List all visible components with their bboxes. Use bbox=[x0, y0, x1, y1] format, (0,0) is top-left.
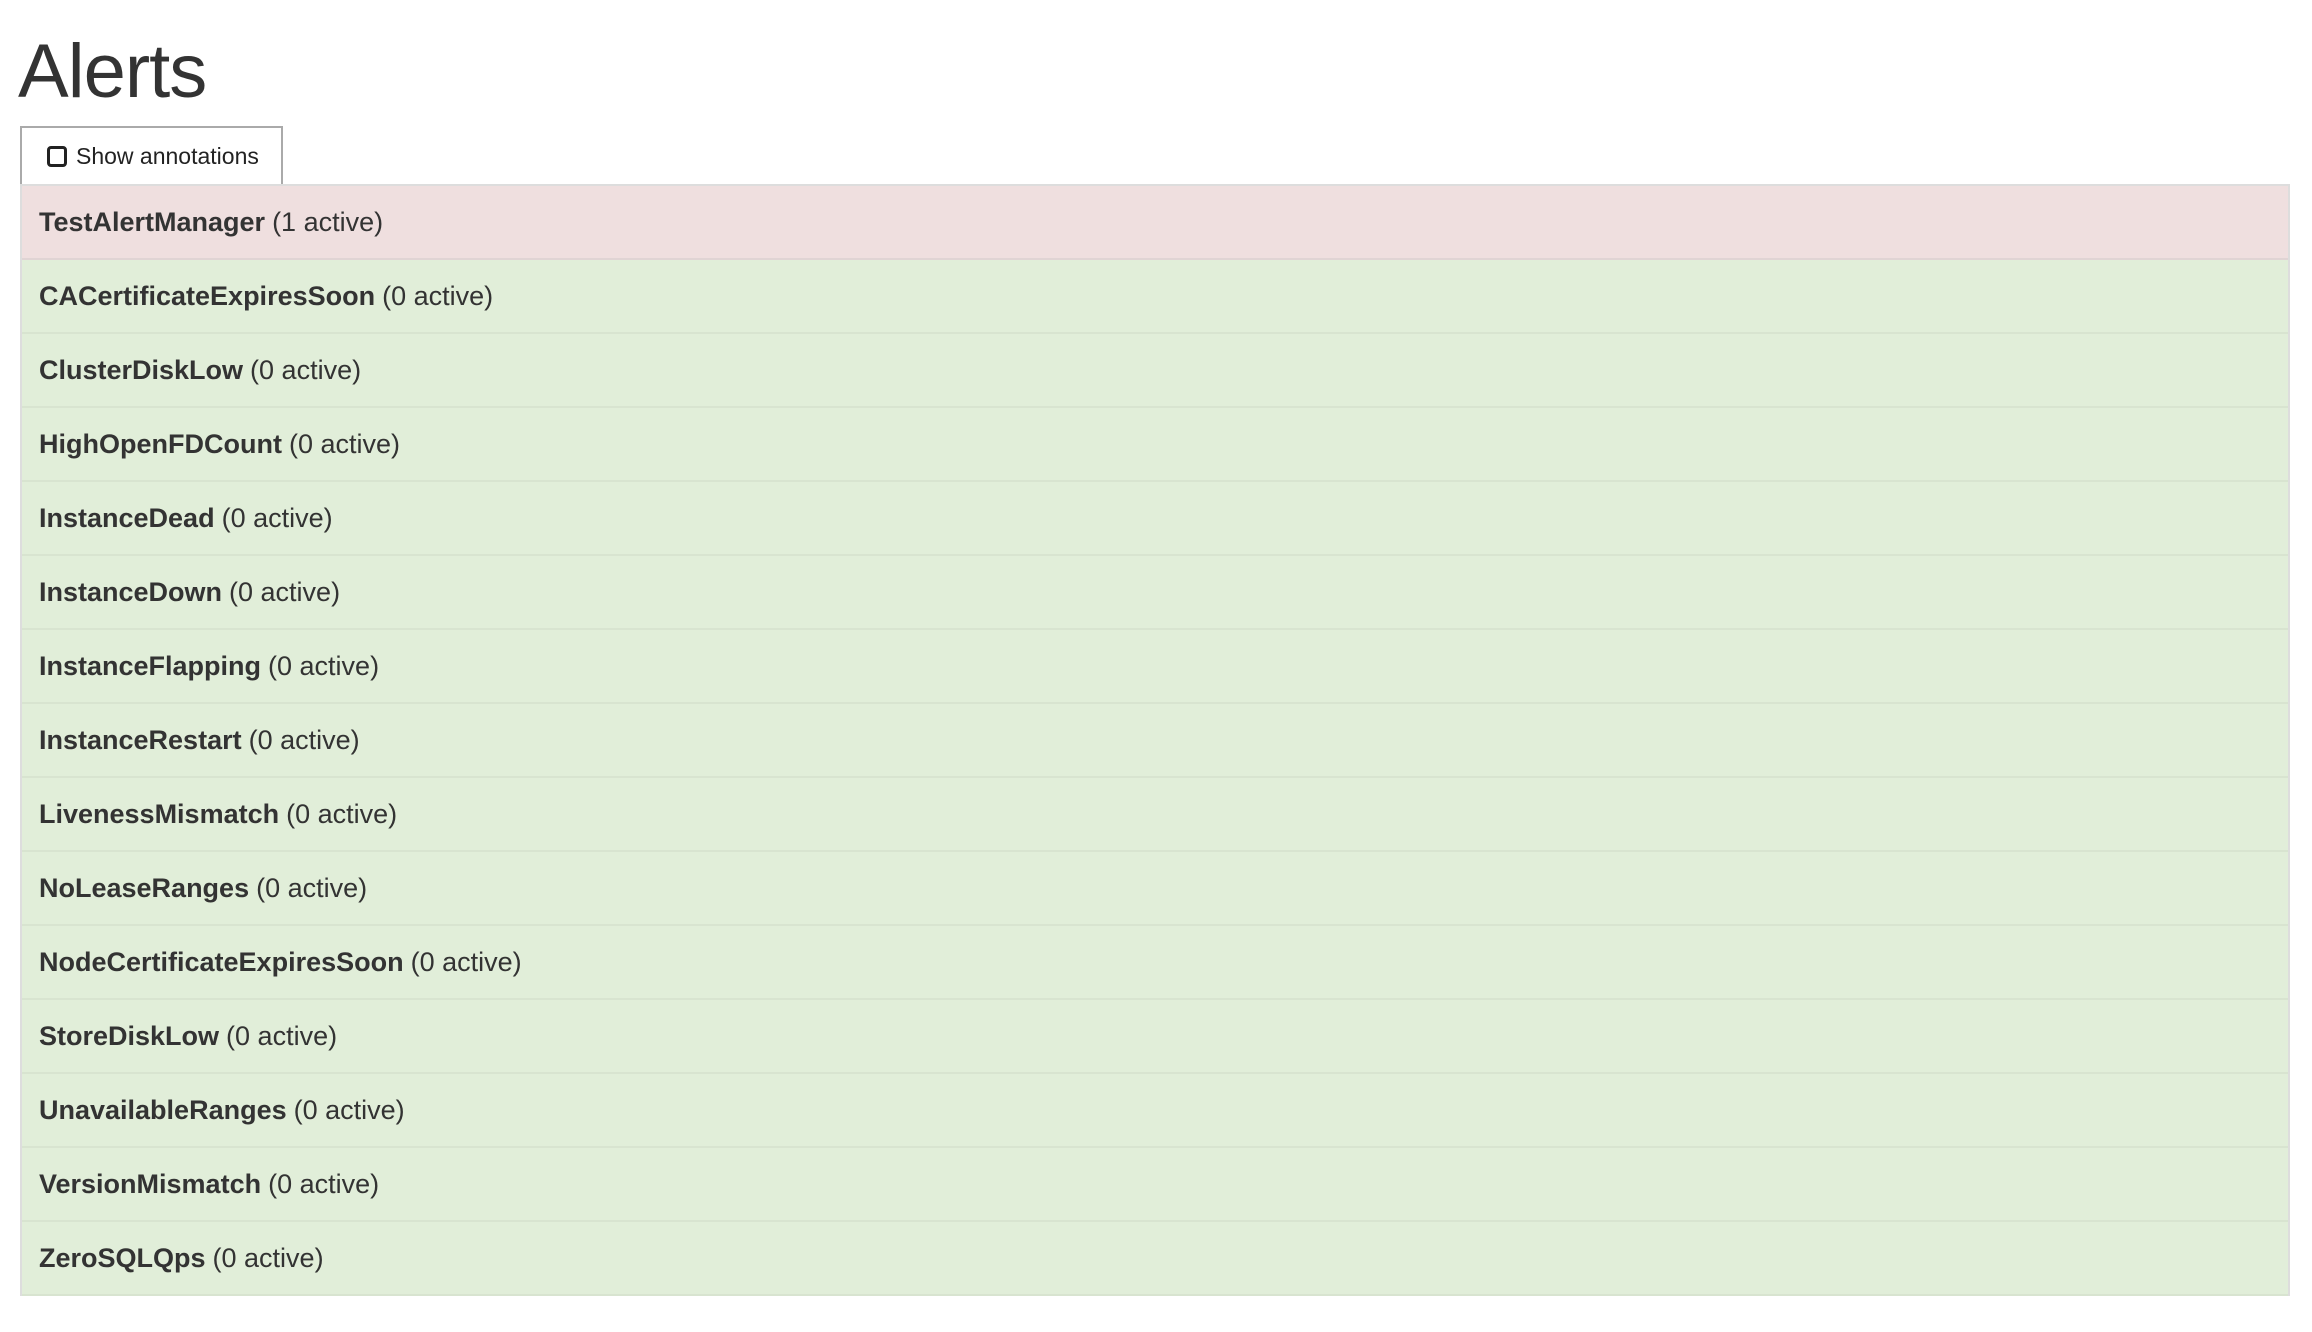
alert-name: InstanceDown bbox=[39, 576, 223, 607]
alert-active-count: (0 active) bbox=[268, 1168, 380, 1199]
alert-active-count: (0 active) bbox=[382, 280, 494, 311]
checkbox-icon[interactable] bbox=[47, 145, 67, 167]
alert-name: NoLeaseRanges bbox=[39, 872, 250, 903]
alert-name: VersionMismatch bbox=[39, 1168, 262, 1199]
alert-name: CACertificateExpiresSoon bbox=[39, 280, 376, 311]
alert-active-count: (0 active) bbox=[250, 354, 362, 385]
alert-row[interactable]: TestAlertManager (1 active) bbox=[22, 186, 2288, 260]
alert-active-count: (0 active) bbox=[226, 1020, 338, 1051]
alert-name: HighOpenFDCount bbox=[39, 428, 282, 459]
alert-row[interactable]: HighOpenFDCount (0 active) bbox=[22, 408, 2288, 482]
alert-active-count: (0 active) bbox=[221, 502, 333, 533]
alert-row[interactable]: VersionMismatch (0 active) bbox=[22, 1148, 2288, 1222]
alert-active-count: (0 active) bbox=[229, 576, 341, 607]
alert-name: LivenessMismatch bbox=[39, 798, 280, 829]
alert-active-count: (0 active) bbox=[288, 428, 400, 459]
alert-row[interactable]: InstanceFlapping (0 active) bbox=[22, 630, 2288, 704]
alert-active-count: (0 active) bbox=[293, 1094, 405, 1125]
alert-active-count: (0 active) bbox=[268, 650, 380, 681]
alert-name: UnavailableRanges bbox=[39, 1094, 287, 1125]
show-annotations-button[interactable]: Show annotations bbox=[20, 126, 283, 186]
alert-name: NodeCertificateExpiresSoon bbox=[39, 946, 404, 977]
alert-row[interactable]: InstanceRestart (0 active) bbox=[22, 704, 2288, 778]
alert-list: TestAlertManager (1 active) CACertificateE… bbox=[20, 184, 2290, 1296]
alert-name: TestAlertManager bbox=[39, 206, 266, 237]
alert-name: InstanceFlapping bbox=[39, 650, 262, 681]
alert-row[interactable]: InstanceDown (0 active) bbox=[22, 556, 2288, 630]
alert-active-count: (1 active) bbox=[272, 206, 384, 237]
alert-name: InstanceRestart bbox=[39, 724, 242, 755]
alert-row[interactable]: LivenessMismatch (0 active) bbox=[22, 778, 2288, 852]
page-title: Alerts bbox=[18, 29, 207, 114]
alert-active-count: (0 active) bbox=[410, 946, 522, 977]
alert-row[interactable]: UnavailableRanges (0 active) bbox=[22, 1074, 2288, 1148]
alert-row[interactable]: ZeroSQLQps (0 active) bbox=[22, 1222, 2288, 1296]
alert-name: ClusterDiskLow bbox=[39, 354, 244, 385]
alert-row[interactable]: StoreDiskLow (0 active) bbox=[22, 1000, 2288, 1074]
alert-row[interactable]: NodeCertificateExpiresSoon (0 active) bbox=[22, 926, 2288, 1000]
show-annotations-label: Show annotations bbox=[76, 142, 259, 169]
alert-active-count: (0 active) bbox=[212, 1242, 324, 1273]
alert-row[interactable]: ClusterDiskLow (0 active) bbox=[22, 334, 2288, 408]
alert-row[interactable]: NoLeaseRanges (0 active) bbox=[22, 852, 2288, 926]
alert-active-count: (0 active) bbox=[248, 724, 360, 755]
alert-row[interactable]: InstanceDead (0 active) bbox=[22, 482, 2288, 556]
alert-name: StoreDiskLow bbox=[39, 1020, 220, 1051]
alert-name: InstanceDead bbox=[39, 502, 215, 533]
alert-row[interactable]: CACertificateExpiresSoon (0 active) bbox=[22, 260, 2288, 334]
alert-active-count: (0 active) bbox=[256, 872, 368, 903]
alert-active-count: (0 active) bbox=[286, 798, 398, 829]
alert-name: ZeroSQLQps bbox=[39, 1242, 206, 1273]
